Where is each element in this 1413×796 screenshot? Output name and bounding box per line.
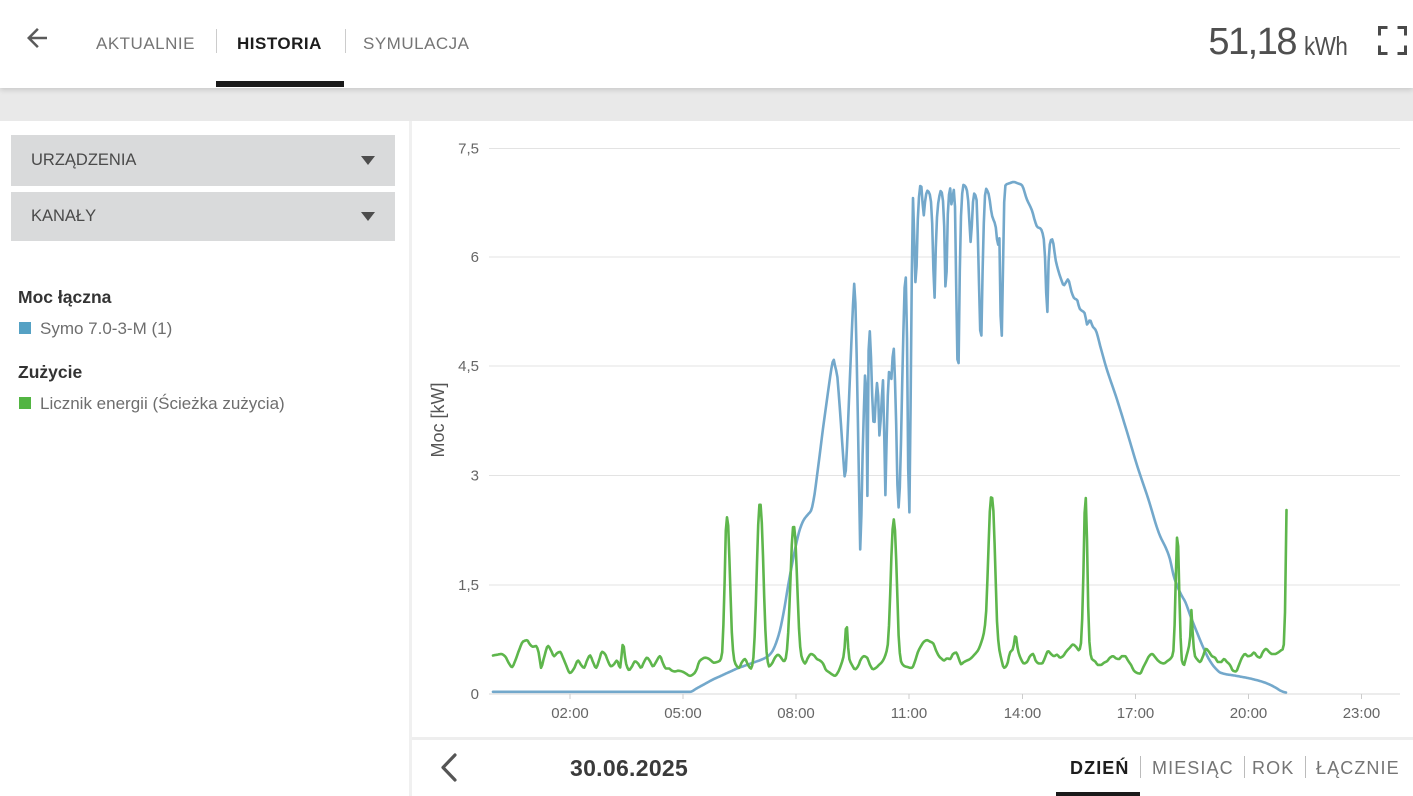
svg-text:02:00: 02:00 — [551, 705, 589, 722]
svg-text:17:00: 17:00 — [1117, 705, 1155, 722]
svg-text:14:00: 14:00 — [1004, 705, 1042, 722]
svg-text:0: 0 — [471, 686, 479, 703]
svg-text:6: 6 — [471, 249, 479, 266]
svg-text:Moc [kW]: Moc [kW] — [428, 383, 448, 458]
svg-text:08:00: 08:00 — [777, 705, 815, 722]
svg-text:3: 3 — [471, 468, 479, 485]
svg-text:1,5: 1,5 — [458, 577, 479, 594]
svg-text:7,5: 7,5 — [458, 141, 479, 158]
svg-text:23:00: 23:00 — [1343, 705, 1381, 722]
svg-text:05:00: 05:00 — [664, 705, 702, 722]
svg-text:11:00: 11:00 — [891, 705, 927, 722]
svg-text:20:00: 20:00 — [1230, 705, 1268, 722]
svg-text:4,5: 4,5 — [458, 358, 479, 375]
